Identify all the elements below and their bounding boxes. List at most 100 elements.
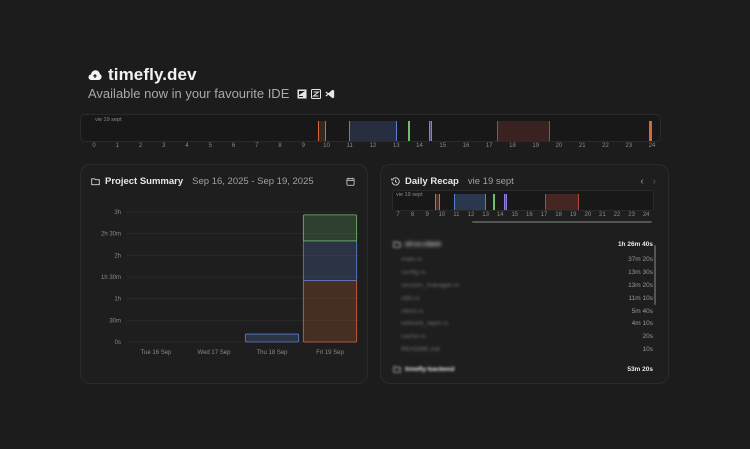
daily-recap-panel: Daily Recap vie 19 sept ‹ › vie 19 sept … — [380, 164, 669, 384]
timeline-segment[interactable] — [649, 121, 652, 141]
mini-timeline-tick: 9 — [425, 212, 429, 218]
file-duration: 11m 10s — [628, 294, 653, 302]
x-tick-label: Thu 18 Sep — [256, 350, 288, 356]
project-name: cli-cc-client — [393, 241, 441, 248]
day-navigation: ‹ › — [640, 176, 656, 187]
zed-icon[interactable] — [311, 88, 322, 99]
timeline-segment[interactable] — [318, 121, 326, 141]
calendar-icon[interactable] — [346, 177, 355, 186]
next-day-button[interactable]: › — [652, 176, 656, 187]
mini-timeline-tick: 16 — [526, 212, 533, 218]
timeline-segment[interactable] — [454, 194, 486, 210]
timeline-segment[interactable] — [493, 194, 495, 210]
recap-scrollbar[interactable] — [654, 245, 656, 305]
timeline-segment[interactable] — [545, 194, 579, 210]
daily-mini-timeline[interactable]: vie 19 sept 7 8 9 10 11 12 13 14 15 16 17 18 19 20 21 2… — [392, 190, 654, 224]
recap-file-row[interactable]: README.md 10s — [393, 343, 653, 356]
timeline-segment[interactable] — [504, 194, 507, 210]
timeline-tick: 13 — [392, 143, 400, 149]
mini-timeline-tick: 21 — [599, 212, 606, 218]
timeline-date: vie 19 sept — [95, 117, 122, 123]
folder-icon — [393, 240, 401, 248]
project-name: timefly-backend — [393, 366, 455, 373]
recap-project-row[interactable]: timefly-backend 53m 20s — [393, 362, 653, 376]
project-summary-chart[interactable]: 0s 30m 1h 1h 30m 2h 2h 30m 3h Tue 16 Sep Wed 17 … — [81, 165, 369, 385]
recap-file-row[interactable]: utils.rs 11m 10s — [393, 292, 653, 305]
mini-timeline-ticks: 7 8 9 10 11 12 13 14 15 16 17 18 19 20 21 22 23 24 — [392, 212, 654, 220]
timeline-segment[interactable] — [349, 121, 397, 141]
x-tick-label: Tue 16 Sep — [141, 350, 172, 356]
timeline-segment[interactable] — [408, 121, 410, 141]
timeline-segment[interactable] — [497, 121, 550, 141]
project-summary-range[interactable]: Sep 16, 2025 - Sep 19, 2025 — [192, 176, 314, 187]
mini-timeline-tick: 23 — [628, 212, 635, 218]
file-duration: 4m 10s — [631, 320, 653, 328]
ide-icons — [297, 88, 335, 99]
timeline-tick: 0 — [92, 143, 96, 149]
mini-timeline-tick: 14 — [496, 212, 504, 218]
timeline-tick: 15 — [439, 143, 447, 149]
timeline-tick: 1 — [115, 143, 119, 149]
x-tick-label: Wed 17 Sep — [198, 350, 232, 356]
timeline-tick: 8 — [278, 143, 282, 149]
chart-bar[interactable] — [302, 214, 358, 242]
folder-icon — [91, 178, 100, 186]
timeline-tick: 18 — [509, 143, 516, 149]
daily-recap-header: Daily Recap vie 19 sept — [391, 176, 514, 187]
recap-project-row[interactable]: cli-cc-client 1h 26m 40s — [393, 237, 653, 251]
timeline-tick: 2 — [138, 143, 143, 149]
jetbrains-icon[interactable] — [297, 89, 307, 99]
prev-day-button[interactable]: ‹ — [640, 176, 644, 187]
history-icon — [391, 177, 400, 186]
recap-file-row[interactable]: main.rs 37m 20s — [393, 253, 653, 266]
chart-bar[interactable] — [244, 333, 300, 343]
mini-timeline-scrollbar[interactable] — [472, 221, 652, 223]
timeline-tick: 23 — [625, 143, 633, 149]
folder-icon — [393, 366, 401, 373]
timeline-ticks: 0 1 2 3 4 5 6 7 8 9 10 11 12 13 14 15 16 17 18 19 20 21 22 23 24 — [80, 143, 661, 153]
mini-timeline-tick: 8 — [410, 212, 415, 218]
timeline-tick: 16 — [462, 143, 470, 149]
mini-timeline-bar[interactable]: vie 19 sept — [392, 190, 654, 211]
mini-timeline-tick: 24 — [642, 212, 650, 218]
vscode-icon[interactable] — [325, 89, 335, 99]
recap-list: cli-cc-client 1h 26m 40s main.rs 37m 20s con… — [393, 237, 653, 378]
file-name: cache.rs — [401, 333, 426, 341]
top-timeline[interactable]: vie 19 sept 0 1 2 3 4 5 6 7 8 9 10 11 12 13 14 15 16 17 18… — [80, 114, 661, 154]
timeline-segment[interactable] — [429, 121, 432, 141]
recap-file-row[interactable]: config.rs 13m 30s — [393, 266, 653, 279]
file-duration: 10s — [642, 346, 653, 354]
timeline-tick: 21 — [578, 143, 586, 149]
y-tick-label: 0s — [115, 340, 121, 346]
timeline-tick: 19 — [532, 143, 540, 149]
project-label: cli-cc-client — [405, 240, 441, 248]
chart-bar[interactable] — [302, 280, 358, 343]
recap-file-row[interactable]: session_manager.rs 13m 20s — [393, 279, 653, 292]
timeline-tick: 11 — [346, 143, 353, 149]
project-summary-header: Project Summary Sep 16, 2025 - Sep 19, 2… — [91, 176, 314, 187]
project-label: timefly-backend — [405, 365, 455, 373]
mini-timeline-tick: 15 — [511, 212, 519, 218]
y-tick-label: 30m — [109, 318, 121, 324]
y-tick-label: 1h 30m — [101, 275, 121, 281]
file-duration: 37m 20s — [628, 255, 653, 263]
timeline-tick: 17 — [485, 143, 493, 149]
y-tick-label: 3h — [114, 210, 121, 216]
timeline-tick: 6 — [231, 143, 236, 149]
recap-file-row[interactable]: network_layer.rs 4m 10s — [393, 317, 653, 330]
file-name: utils.rs — [401, 294, 420, 302]
x-tick-label: Fri 19 Sep — [316, 350, 344, 356]
timeline-bar[interactable]: vie 19 sept — [80, 114, 661, 142]
project-summary-panel: Project Summary Sep 16, 2025 - Sep 19, 2… — [80, 164, 368, 384]
timeline-tick: 20 — [555, 143, 563, 149]
recap-file-row[interactable]: client.rs 5m 40s — [393, 305, 653, 318]
y-tick-label: 1h — [114, 297, 121, 303]
cloud-icon — [88, 70, 102, 80]
chart-bar[interactable] — [302, 240, 358, 282]
recap-file-row[interactable]: cache.rs 20s — [393, 330, 653, 343]
timeline-tick: 12 — [369, 143, 377, 149]
file-duration: 5m 40s — [631, 307, 653, 315]
mini-timeline-date: vie 19 sept — [396, 192, 423, 198]
timeline-segment[interactable] — [435, 194, 440, 210]
brand: timefly.dev — [88, 65, 197, 85]
